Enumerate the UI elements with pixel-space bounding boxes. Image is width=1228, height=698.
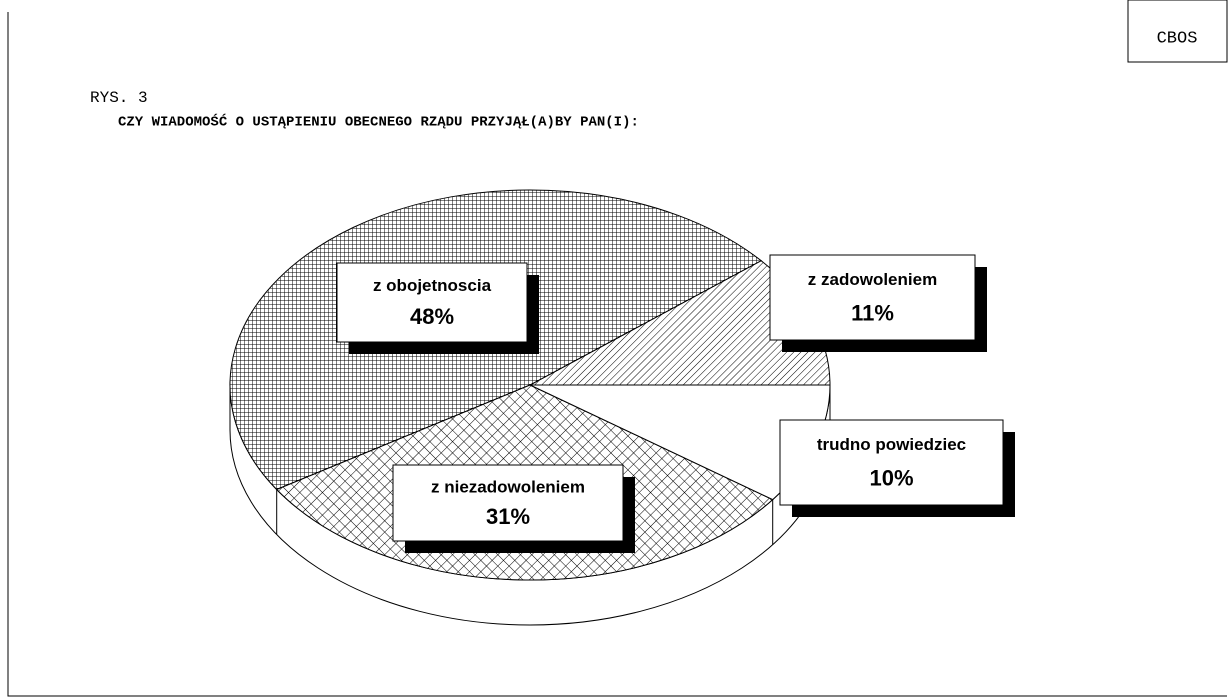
label-box xyxy=(779,419,1004,506)
frame xyxy=(7,12,1227,697)
slice-label: trudno powiedziec xyxy=(817,435,966,454)
value-label: 48% xyxy=(410,304,454,329)
value-label: 10% xyxy=(869,465,913,490)
slice-label: z zadowoleniem xyxy=(808,270,937,289)
figure-label: RYS. 3 xyxy=(90,89,148,107)
source-box xyxy=(1127,0,1228,63)
slice-label: z obojetnoscia xyxy=(373,276,492,295)
value-label: 31% xyxy=(486,504,530,529)
value-label: 11% xyxy=(851,300,894,325)
label-box xyxy=(769,254,976,341)
chart-title: CZY WIADOMOŚĆ O USTĄPIENIU OBECNEGO RZĄD… xyxy=(118,113,639,131)
slice-label: z niezadowoleniem xyxy=(431,477,585,496)
label-box xyxy=(392,464,624,542)
label-box xyxy=(336,262,528,343)
source: CBOS xyxy=(1157,29,1198,48)
